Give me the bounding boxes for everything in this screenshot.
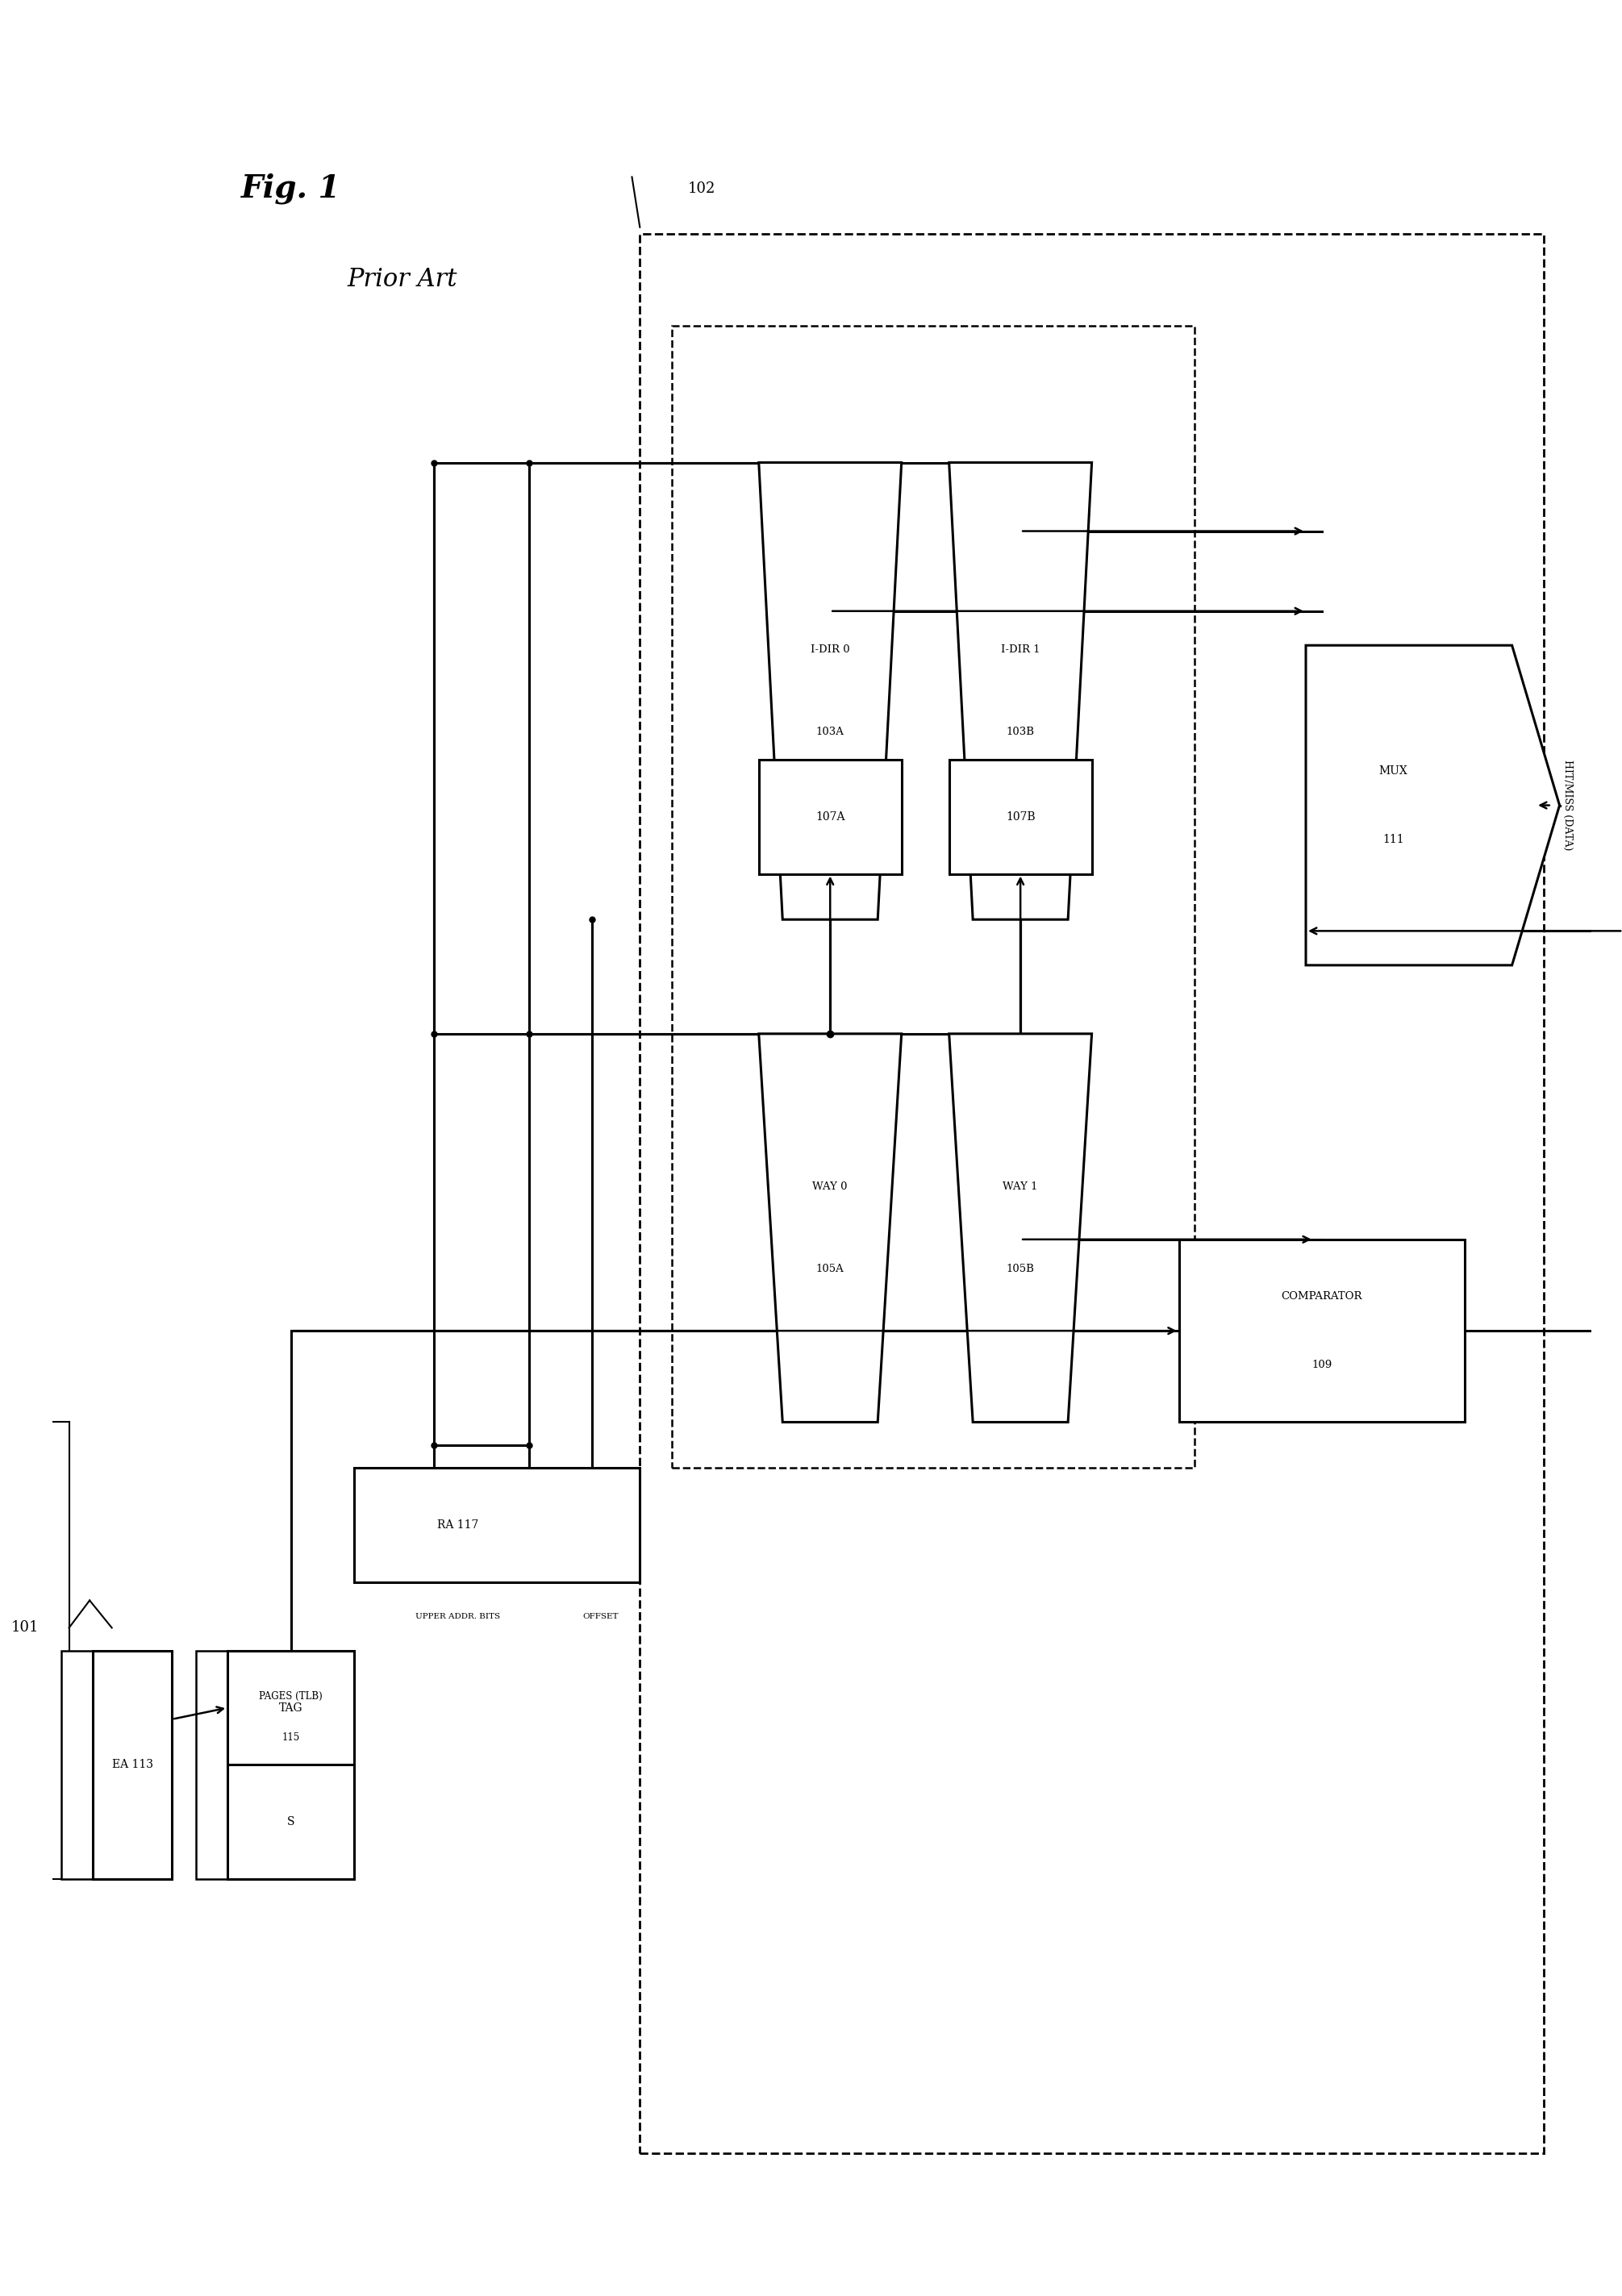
- Text: MUX: MUX: [1379, 765, 1408, 776]
- Text: 105A: 105A: [816, 1263, 843, 1274]
- Bar: [227, 1651, 355, 1878]
- Bar: [672, 326, 1195, 1467]
- Text: COMPARATOR: COMPARATOR: [1281, 1290, 1362, 1302]
- Text: TAG: TAG: [279, 1701, 303, 1713]
- Text: 102: 102: [688, 181, 715, 195]
- Polygon shape: [949, 1033, 1092, 1421]
- Text: I-DIR 0: I-DIR 0: [811, 645, 850, 654]
- Polygon shape: [949, 461, 1092, 918]
- Text: 107B: 107B: [1006, 810, 1035, 822]
- Text: 101: 101: [11, 1621, 39, 1635]
- Text: WAY 0: WAY 0: [813, 1182, 848, 1192]
- Bar: [639, 234, 1544, 2154]
- Text: RA 117: RA 117: [436, 1520, 478, 1531]
- Bar: [355, 1467, 639, 1582]
- Text: 115: 115: [282, 1731, 300, 1743]
- Text: 105B: 105B: [1006, 1263, 1035, 1274]
- Bar: [759, 760, 902, 875]
- Text: WAY 1: WAY 1: [1002, 1182, 1038, 1192]
- Text: 103A: 103A: [816, 728, 843, 737]
- Text: EA 113: EA 113: [112, 1759, 152, 1770]
- Bar: [92, 1651, 172, 1878]
- Text: Prior Art: Prior Art: [347, 266, 457, 292]
- Text: 109: 109: [1312, 1359, 1332, 1371]
- Bar: [949, 760, 1092, 875]
- Text: 107A: 107A: [816, 810, 845, 822]
- Polygon shape: [1306, 645, 1559, 964]
- Text: Fig. 1: Fig. 1: [242, 172, 341, 204]
- Text: I-DIR 1: I-DIR 1: [1001, 645, 1040, 654]
- Text: OFFSET: OFFSET: [582, 1612, 618, 1621]
- Text: UPPER ADDR. BITS: UPPER ADDR. BITS: [415, 1612, 500, 1621]
- Text: PAGES (TLB): PAGES (TLB): [260, 1692, 323, 1701]
- Polygon shape: [759, 461, 902, 918]
- Text: 103B: 103B: [1006, 728, 1035, 737]
- Bar: [196, 1651, 355, 1878]
- Bar: [227, 1651, 355, 1766]
- Text: 111: 111: [1382, 833, 1403, 845]
- Text: HIT/MISS (DATA): HIT/MISS (DATA): [1562, 760, 1573, 850]
- Text: S: S: [287, 1816, 295, 1828]
- Bar: [62, 1651, 172, 1878]
- Bar: [1179, 1240, 1465, 1421]
- Polygon shape: [759, 1033, 902, 1421]
